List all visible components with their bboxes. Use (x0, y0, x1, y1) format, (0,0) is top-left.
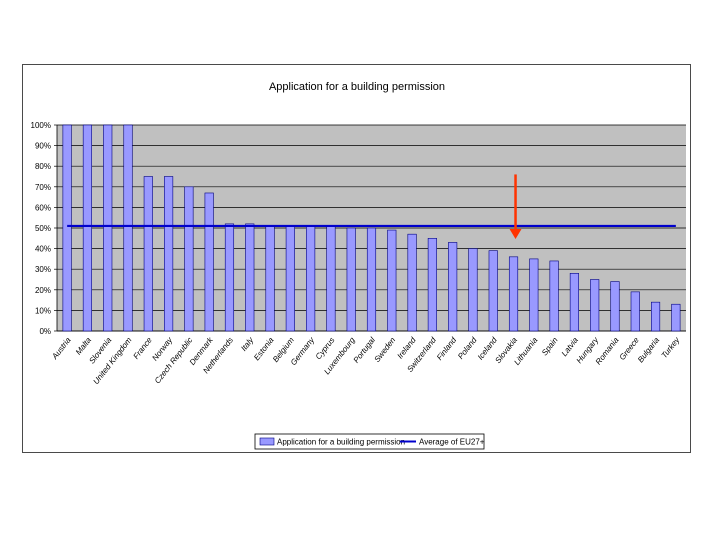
bar (448, 242, 458, 332)
bar (306, 225, 316, 332)
bar (346, 227, 356, 332)
x-tick-label: Italy (239, 335, 256, 353)
y-tick-label: 80% (35, 162, 51, 171)
bar (610, 281, 620, 332)
x-tick-label: Sweden (372, 335, 397, 364)
bar (468, 248, 478, 332)
y-tick-label: 40% (35, 245, 51, 254)
bar (590, 279, 600, 332)
bar (62, 124, 72, 332)
x-tick-label: Spain (540, 335, 560, 357)
legend-box (254, 433, 485, 450)
bars (62, 124, 681, 332)
bar (427, 238, 437, 332)
y-tick-label: 60% (35, 203, 51, 212)
annotation-arrow-head (509, 228, 522, 239)
bar (143, 176, 153, 332)
bar (671, 303, 681, 332)
bar (549, 260, 559, 332)
x-tick-label: Poland (456, 335, 479, 361)
bar (82, 124, 92, 332)
bar (630, 291, 640, 332)
bar (366, 227, 377, 332)
bar (407, 233, 417, 332)
bar (184, 186, 194, 332)
bar (123, 124, 133, 332)
y-tick-label: 20% (35, 286, 51, 295)
bar (326, 225, 336, 332)
y-tick-label: 100% (31, 121, 51, 130)
y-tick-label: 90% (35, 142, 51, 151)
legend-swatch-bar (259, 437, 275, 446)
bar (103, 124, 113, 332)
bar (204, 192, 214, 332)
x-tick-label: Malta (74, 335, 93, 356)
y-axis-ticks: 0% 10% 20% 30% 40% 50% 60% 70% 80% 90% 100% (31, 121, 51, 336)
x-tick-label: Finland (435, 335, 459, 362)
legend-label-average: Average of EU27+ (419, 438, 485, 447)
x-tick-label: Bulgaria (636, 335, 662, 364)
bar (508, 256, 519, 332)
annotation-group (509, 174, 522, 239)
bar (265, 225, 275, 332)
y-tick-label: 30% (35, 265, 51, 274)
bar (488, 250, 498, 332)
x-tick-label: Turkey (660, 335, 682, 360)
bar (650, 301, 661, 332)
bar (387, 229, 397, 332)
y-tick-label: 70% (35, 183, 51, 192)
y-tick-label: 50% (35, 224, 51, 233)
y-tick-label: 0% (39, 327, 51, 336)
bar (224, 223, 235, 332)
chart-title: Application for a building permission (269, 81, 445, 93)
bar (285, 225, 295, 332)
legend-label-bar: Application for a building permission (277, 438, 405, 447)
bar (529, 258, 539, 332)
bar (569, 273, 579, 332)
bar (164, 176, 174, 332)
y-tick-label: 10% (35, 306, 51, 315)
bar (245, 223, 255, 332)
x-tick-label: Austria (50, 335, 73, 361)
